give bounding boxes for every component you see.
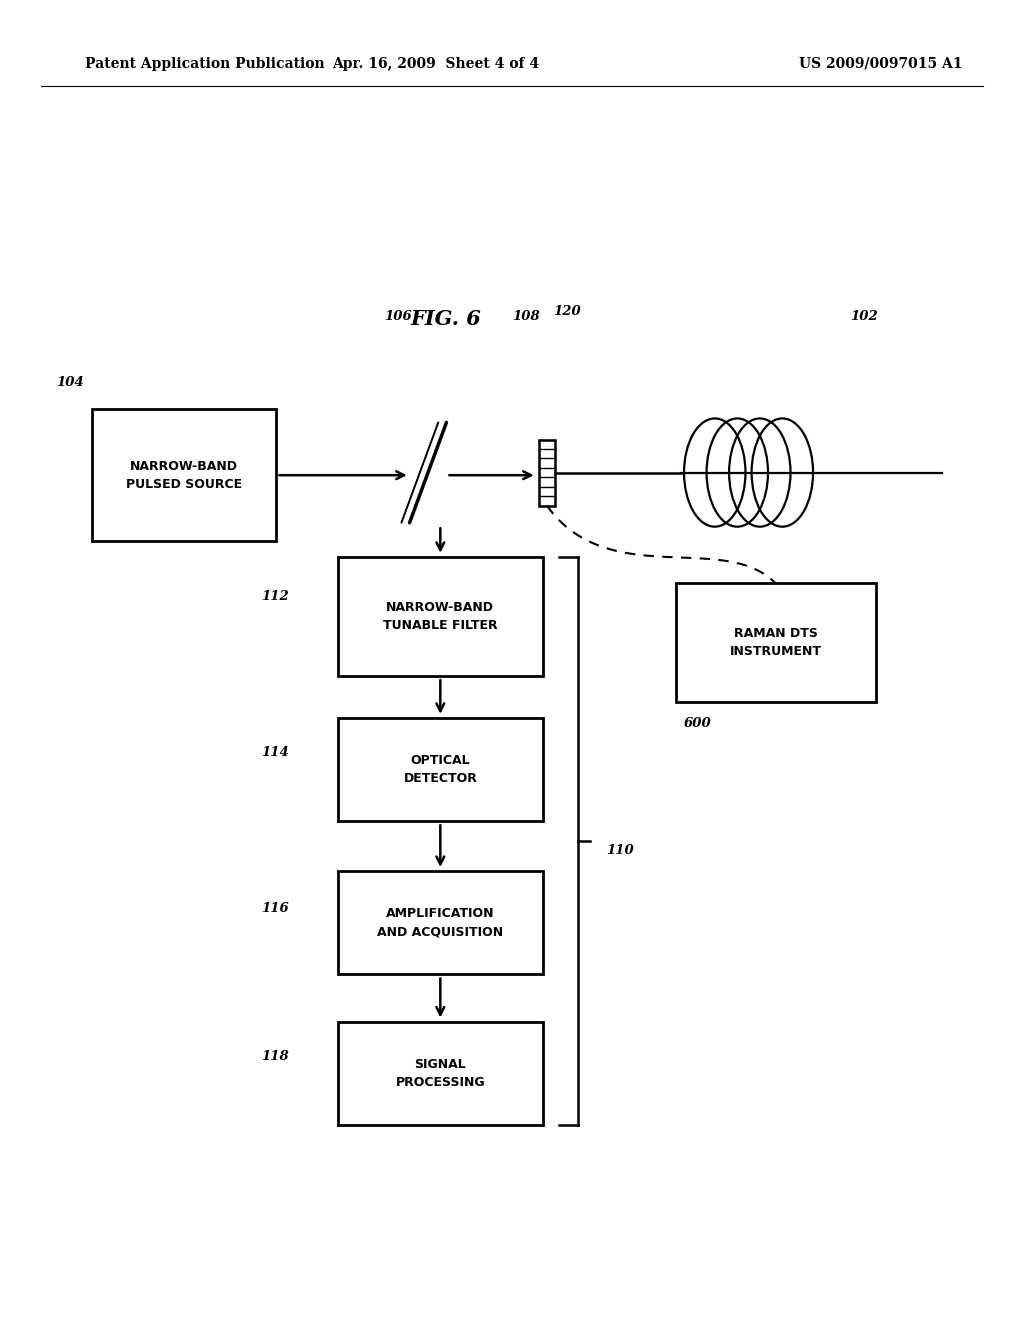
Text: Patent Application Publication: Patent Application Publication	[85, 57, 325, 71]
Text: NARROW-BAND
PULSED SOURCE: NARROW-BAND PULSED SOURCE	[126, 459, 243, 491]
Text: 600: 600	[684, 717, 712, 730]
FancyBboxPatch shape	[338, 871, 543, 974]
FancyBboxPatch shape	[338, 557, 543, 676]
Text: 118: 118	[261, 1049, 289, 1063]
FancyBboxPatch shape	[92, 409, 276, 541]
Text: US 2009/0097015 A1: US 2009/0097015 A1	[799, 57, 963, 71]
Text: 120: 120	[553, 305, 581, 318]
Text: RAMAN DTS
INSTRUMENT: RAMAN DTS INSTRUMENT	[730, 627, 821, 659]
Text: 116: 116	[261, 902, 289, 915]
Text: 112: 112	[261, 590, 289, 603]
Text: AMPLIFICATION
AND ACQUISITION: AMPLIFICATION AND ACQUISITION	[377, 907, 504, 939]
FancyBboxPatch shape	[676, 583, 876, 702]
Text: OPTICAL
DETECTOR: OPTICAL DETECTOR	[403, 754, 477, 785]
Text: 114: 114	[261, 746, 289, 759]
FancyBboxPatch shape	[338, 1022, 543, 1125]
FancyBboxPatch shape	[338, 718, 543, 821]
Text: 104: 104	[56, 376, 84, 389]
Text: FIG. 6: FIG. 6	[410, 309, 481, 330]
Text: NARROW-BAND
TUNABLE FILTER: NARROW-BAND TUNABLE FILTER	[383, 601, 498, 632]
Text: Apr. 16, 2009  Sheet 4 of 4: Apr. 16, 2009 Sheet 4 of 4	[332, 57, 539, 71]
Text: 106: 106	[384, 310, 412, 323]
Text: 102: 102	[850, 310, 878, 323]
Text: 110: 110	[606, 843, 634, 857]
Text: 108: 108	[512, 310, 540, 323]
Text: SIGNAL
PROCESSING: SIGNAL PROCESSING	[395, 1057, 485, 1089]
